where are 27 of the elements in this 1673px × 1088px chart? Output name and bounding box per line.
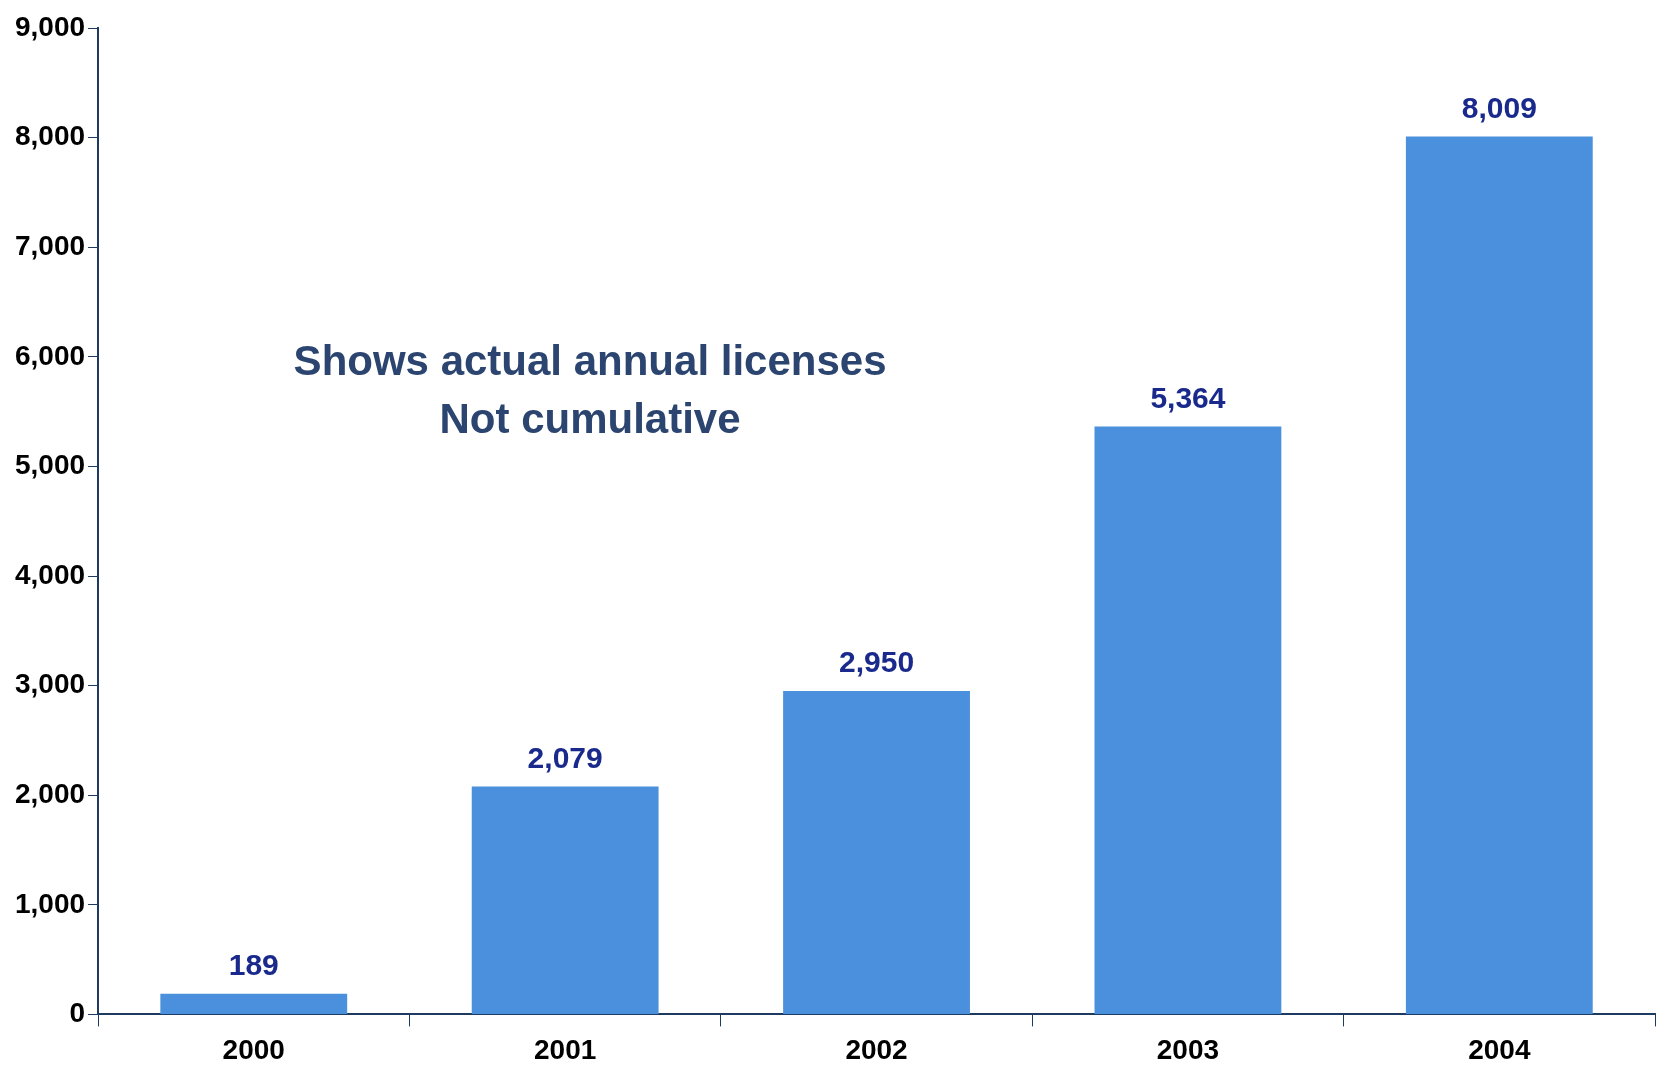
annotation: Not cumulative [439,394,741,442]
bar [1094,426,1282,1014]
x-tick-label: 2002 [845,1033,908,1065]
bar [1405,136,1593,1014]
y-tick-label: 4,000 [14,558,86,590]
bar [160,993,348,1014]
y-tick-label: 2,000 [14,777,86,809]
y-tick-label: 6,000 [14,339,86,371]
y-tick-label: 5,000 [14,449,86,481]
y-tick-label: 0 [69,997,86,1029]
y-tick-label: 7,000 [14,229,86,261]
data-label: 189 [228,947,279,981]
bar [783,691,970,1014]
x-tick-label: 2000 [222,1033,285,1065]
annotation: Shows actual annual licenses [293,336,887,384]
y-tick-label: 3,000 [14,668,86,700]
data-label: 5,364 [1150,380,1226,414]
data-label: 2,079 [527,740,603,774]
x-tick-label: 2004 [1468,1033,1531,1065]
y-tick-label: 8,000 [14,120,86,152]
x-tick-label: 2001 [534,1033,597,1065]
data-label: 8,009 [1461,90,1537,124]
data-label: 2,950 [839,645,915,679]
y-tick-label: 1,000 [14,887,86,919]
x-tick-label: 2003 [1156,1033,1220,1065]
y-tick-label: 9,000 [14,10,86,42]
bar [471,786,659,1014]
